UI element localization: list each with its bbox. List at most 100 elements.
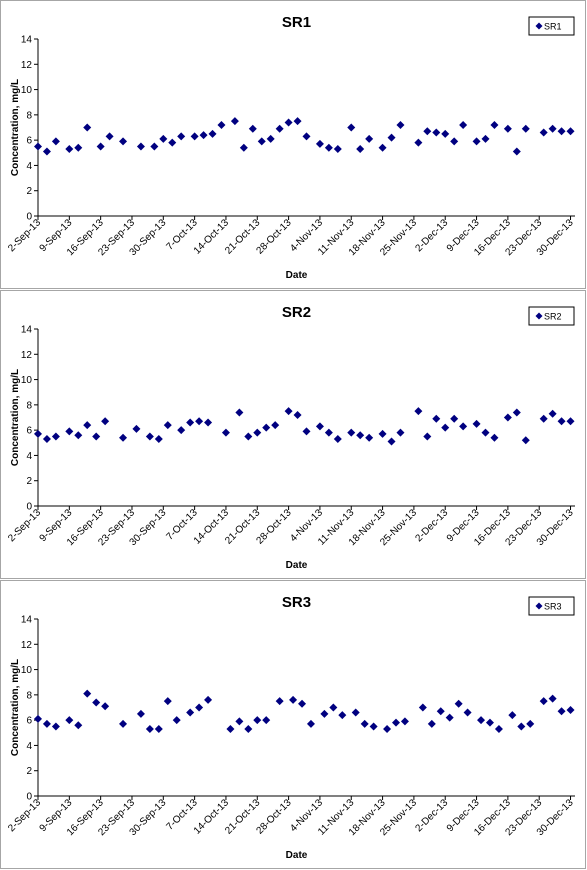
data-point (329, 703, 338, 712)
y-tick-label: 6 (26, 136, 32, 147)
y-tick-label: 14 (21, 35, 33, 46)
data-point (42, 434, 51, 443)
legend-box (528, 596, 575, 616)
y-tick-label: 2 (26, 766, 32, 777)
data-point (459, 422, 468, 431)
data-point (306, 719, 315, 728)
x-tick-label: 2-Dec-13 (413, 217, 450, 254)
data-point (338, 711, 347, 720)
data-point (557, 127, 566, 136)
data-point (221, 428, 230, 437)
data-point (365, 134, 374, 143)
data-point (83, 689, 92, 698)
x-tick-label: 2-Dec-13 (413, 507, 450, 544)
data-point (521, 436, 530, 445)
y-tick-label: 12 (21, 60, 33, 71)
x-axis-label: Date (286, 560, 308, 571)
data-point (548, 124, 557, 133)
data-point (195, 417, 204, 426)
data-point (145, 724, 154, 733)
data-point (490, 433, 499, 442)
data-point (248, 124, 257, 133)
data-point (257, 137, 266, 146)
data-point (302, 427, 311, 436)
data-point (463, 708, 472, 717)
data-point (481, 134, 490, 143)
y-tick-label: 2 (26, 186, 32, 197)
legend-marker (535, 312, 543, 320)
y-tick-label: 4 (26, 451, 32, 462)
y-tick-label: 10 (21, 85, 33, 96)
y-axis-label: Concentration, mg/L (10, 79, 21, 176)
data-point (512, 147, 521, 156)
x-tick-label: 2-Dec-13 (413, 797, 450, 834)
data-point (494, 724, 503, 733)
legend-box (528, 306, 575, 326)
data-point (226, 724, 235, 733)
data-point (83, 421, 92, 430)
data-point (262, 423, 271, 432)
data-point (51, 137, 60, 146)
data-point (101, 702, 110, 711)
data-point (42, 719, 51, 728)
data-point (396, 428, 405, 437)
data-point (566, 127, 575, 136)
data-point (454, 699, 463, 708)
y-tick-label: 2 (26, 476, 32, 487)
data-point (42, 147, 51, 156)
data-point (204, 695, 213, 704)
data-point (136, 142, 145, 151)
legend-label: SR1 (544, 22, 562, 32)
data-point (92, 432, 101, 441)
data-point (423, 127, 432, 136)
data-point (557, 707, 566, 716)
data-point (136, 709, 145, 718)
x-tick-label: 2-Sep-13 (6, 217, 43, 254)
data-point (163, 421, 172, 430)
x-tick-label: 2-Sep-13 (6, 507, 43, 544)
data-point (396, 120, 405, 129)
y-tick-label: 14 (21, 615, 33, 626)
data-point (450, 137, 459, 146)
chart-title: SR1 (282, 14, 311, 31)
legend-box (528, 16, 575, 36)
data-point (34, 429, 42, 438)
data-point (503, 124, 512, 133)
data-point (378, 143, 387, 152)
legend-label: SR3 (544, 602, 562, 612)
data-point (119, 137, 128, 146)
data-point (432, 414, 441, 423)
data-point (186, 418, 195, 427)
data-point (369, 722, 378, 731)
data-point (159, 134, 168, 143)
data-point (400, 717, 409, 726)
data-point (230, 117, 239, 126)
legend-marker (535, 602, 543, 610)
data-point (74, 431, 83, 440)
data-point (450, 414, 459, 423)
chart-title: SR3 (282, 594, 311, 611)
data-point (150, 142, 159, 151)
data-point (320, 709, 329, 718)
data-point (481, 428, 490, 437)
data-point (441, 423, 450, 432)
data-point (275, 124, 284, 133)
data-point (526, 719, 535, 728)
y-tick-label: 10 (21, 375, 33, 386)
data-point (378, 429, 387, 438)
data-point (459, 120, 468, 129)
data-point (503, 413, 512, 422)
data-point (284, 118, 293, 127)
data-point (195, 703, 204, 712)
data-point (521, 124, 530, 133)
data-point (275, 697, 284, 706)
chart-panel-sr2: SR2 0 2 4 6 8 10 12 14 2-Sep-13 9-Sep-13 16-Sep-13 2… (0, 290, 586, 579)
y-tick-label: 6 (26, 426, 32, 437)
legend: SR1 (528, 16, 575, 36)
data-point (324, 428, 333, 437)
legend-label: SR2 (544, 312, 562, 322)
data-point (383, 724, 392, 733)
y-tick-label: 12 (21, 350, 33, 361)
data-point (351, 708, 360, 717)
